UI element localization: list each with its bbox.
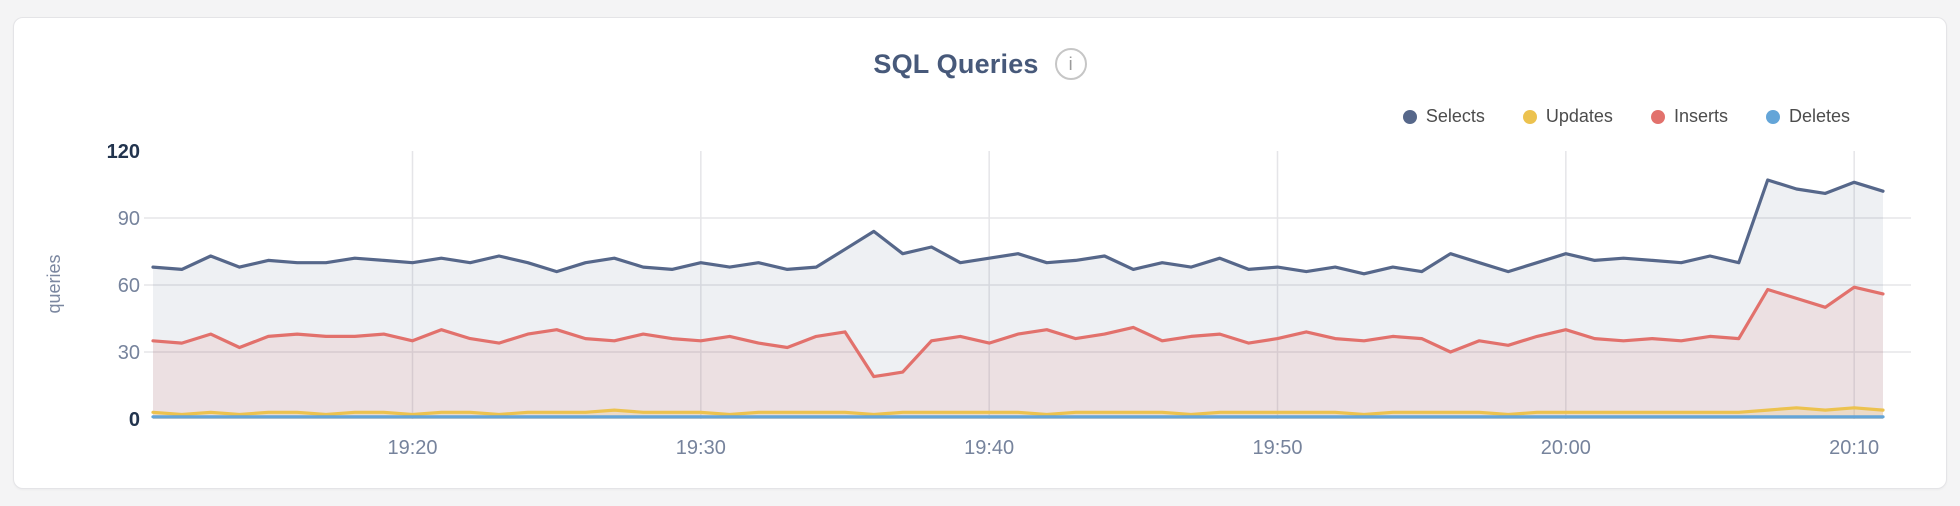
xtick-label: 19:30 [676,437,726,459]
legend-item-selects[interactable]: Selects [1402,106,1485,127]
legend-label: Inserts [1673,106,1728,126]
legend-dot-icon [1765,109,1780,124]
legend-dot-icon [1650,109,1665,124]
line-selects[interactable] [151,178,1885,276]
info-icon[interactable]: i [1054,48,1087,80]
chart-legend: Selects Updates Inserts Deletes [1402,106,1850,127]
chart-header: SQL Queries i [14,48,1946,80]
legend-label: Deletes [1788,106,1850,126]
ytick-label: 60 [118,275,140,297]
ytick-label: 90 [118,208,140,230]
line-inserts[interactable] [151,285,1885,379]
xtick-label: 20:10 [1829,437,1879,459]
ytick-label: 120 [107,141,140,163]
xtick-label: 19:20 [387,437,437,459]
y-axis-label: queries [44,254,64,313]
legend-dot-icon [1522,109,1537,124]
chart-card: SQL Queries i Selects Updates Inserts Delet… [13,17,1947,489]
legend-item-updates[interactable]: Updates [1522,106,1613,127]
xtick-label: 19:40 [964,437,1014,459]
chart-svg: 0 30 60 90 120 19:20 19:30 19:40 19:50 20:00 20:10… [44,141,1911,459]
xtick-label: 19:50 [1252,437,1302,459]
line-updates[interactable] [151,406,1885,417]
xtick-label: 20:00 [1541,437,1591,459]
ytick-label: 0 [129,409,140,431]
chart-title: SQL Queries [873,48,1039,79]
area-selects [153,180,1883,419]
legend-label: Selects [1425,106,1485,126]
legend-dot-icon [1402,109,1417,124]
legend-label: Updates [1545,106,1613,126]
legend-item-deletes[interactable]: Deletes [1765,106,1850,127]
legend-item-inserts[interactable]: Inserts [1650,106,1728,127]
ytick-label: 30 [118,342,140,364]
area-inserts [153,287,1883,419]
